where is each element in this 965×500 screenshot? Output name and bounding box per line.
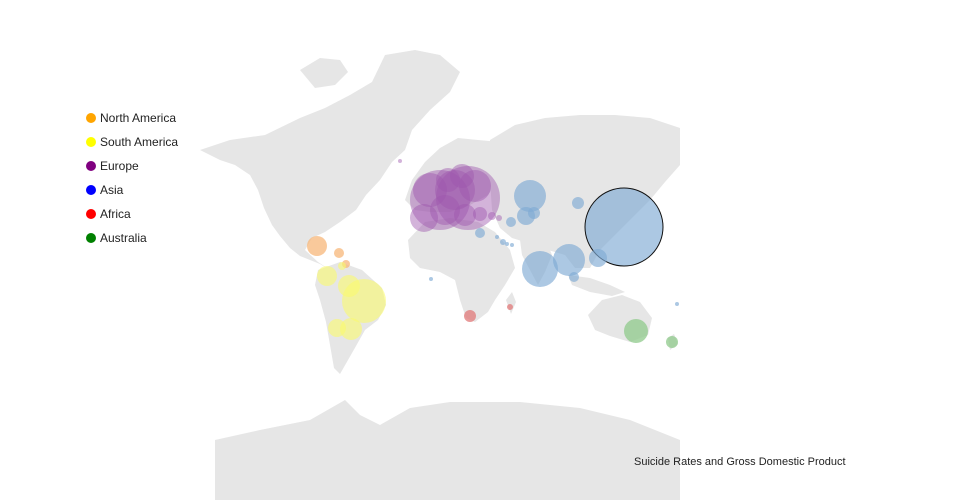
legend-label: Australia bbox=[100, 231, 147, 245]
bubble-asia[interactable] bbox=[506, 217, 516, 227]
bubble-europe[interactable] bbox=[473, 207, 487, 221]
legend-swatch bbox=[86, 233, 96, 243]
legend-item[interactable]: Asia bbox=[86, 178, 178, 202]
bubble-south-america[interactable] bbox=[340, 318, 362, 340]
bubble-europe[interactable] bbox=[410, 204, 438, 232]
bubble-europe[interactable] bbox=[410, 170, 470, 230]
bubble-europe[interactable] bbox=[435, 170, 475, 210]
legend-swatch bbox=[86, 209, 96, 219]
legend-swatch bbox=[86, 113, 96, 123]
bubble-south-america[interactable] bbox=[338, 262, 346, 270]
legend-label: North America bbox=[100, 111, 177, 125]
legend-item[interactable]: Europe bbox=[86, 154, 178, 178]
bubble-africa[interactable] bbox=[464, 310, 476, 322]
bubble-europe[interactable] bbox=[450, 164, 474, 188]
bubble-asia[interactable] bbox=[475, 228, 485, 238]
bubble-europe[interactable] bbox=[398, 159, 402, 163]
bubble-asia[interactable] bbox=[528, 207, 540, 219]
bubble-europe[interactable] bbox=[436, 168, 460, 192]
bubble-asia[interactable] bbox=[510, 243, 514, 247]
bubble-north-america[interactable] bbox=[334, 248, 344, 258]
bubble-europe[interactable] bbox=[496, 215, 502, 221]
legend-label: Africa bbox=[100, 207, 131, 221]
legend-label: South America bbox=[100, 135, 179, 149]
bubble-europe[interactable] bbox=[459, 170, 491, 202]
bubble-europe[interactable] bbox=[454, 204, 476, 226]
legend-item[interactable]: Australia bbox=[86, 226, 178, 250]
bubble-asia[interactable] bbox=[589, 249, 607, 267]
bubble-europe[interactable] bbox=[436, 166, 500, 230]
bubble-europe[interactable] bbox=[413, 173, 447, 207]
bubble-south-america[interactable] bbox=[338, 275, 360, 297]
legend-swatch bbox=[86, 137, 96, 147]
bubble-australia[interactable] bbox=[666, 336, 678, 348]
bubble-south-america[interactable] bbox=[317, 266, 337, 286]
bubble-australia[interactable] bbox=[624, 319, 648, 343]
bubble-asia[interactable] bbox=[500, 239, 506, 245]
bubble-asia[interactable] bbox=[514, 180, 546, 212]
legend-item[interactable]: North America bbox=[86, 106, 178, 130]
legend: North America South America Europe Asia Afri… bbox=[86, 106, 178, 250]
country-bubbles bbox=[307, 159, 679, 348]
bubble-asia[interactable] bbox=[553, 244, 585, 276]
bubble-asia[interactable] bbox=[675, 302, 679, 306]
bubble-asia[interactable] bbox=[505, 242, 509, 246]
legend-item[interactable]: South America bbox=[86, 130, 178, 154]
bubble-europe[interactable] bbox=[488, 212, 496, 220]
landmass-north-america bbox=[200, 50, 460, 270]
bubble-asia[interactable] bbox=[495, 235, 499, 239]
legend-item[interactable]: Africa bbox=[86, 202, 178, 226]
landmass-arctic-islands bbox=[300, 58, 348, 88]
landmass-asia bbox=[490, 115, 680, 268]
chart-title: Suicide Rates and Gross Domestic Product bbox=[634, 456, 846, 468]
bubble-africa[interactable] bbox=[507, 304, 513, 310]
landmass-africa bbox=[408, 218, 515, 322]
legend-swatch bbox=[86, 185, 96, 195]
landmass-southeast-asia-islands bbox=[568, 275, 625, 296]
landmass-antarctica bbox=[215, 400, 680, 500]
bubble-asia[interactable] bbox=[429, 277, 433, 281]
landmass-madagascar bbox=[506, 292, 516, 314]
bubble-north-america[interactable] bbox=[307, 236, 327, 256]
bubble-europe[interactable] bbox=[430, 195, 460, 225]
legend-label: Asia bbox=[100, 183, 124, 197]
legend-label: Europe bbox=[100, 159, 139, 173]
bubble-asia-highlighted[interactable] bbox=[584, 187, 664, 267]
land-layer bbox=[200, 50, 680, 500]
bubble-asia[interactable] bbox=[569, 272, 579, 282]
bubble-asia[interactable] bbox=[522, 251, 558, 287]
landmass-europe bbox=[405, 138, 505, 212]
legend-swatch bbox=[86, 161, 96, 171]
bubble-asia[interactable] bbox=[572, 197, 584, 209]
